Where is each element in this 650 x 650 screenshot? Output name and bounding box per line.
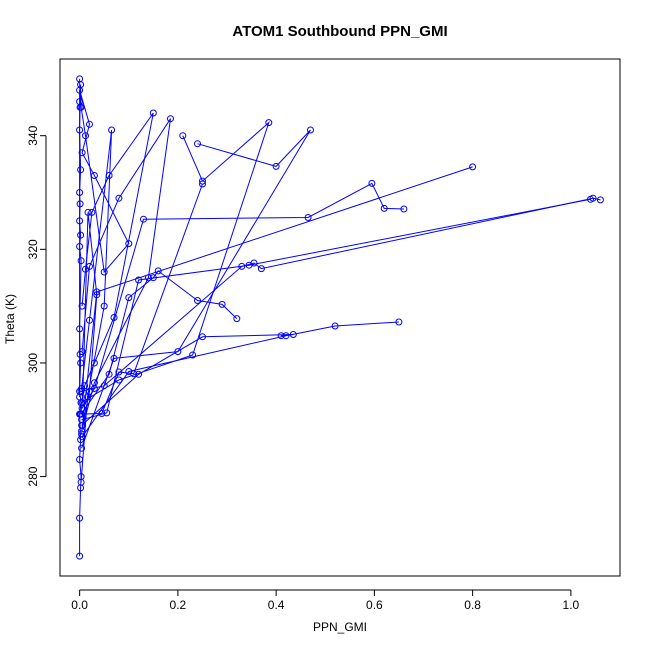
x-tick-label: 0.6 xyxy=(366,598,383,612)
data-point xyxy=(277,332,285,340)
data-point xyxy=(307,126,314,134)
series-line xyxy=(81,198,591,421)
data-point xyxy=(88,208,96,216)
data-point xyxy=(233,315,241,323)
data-point xyxy=(179,132,187,140)
data-point xyxy=(189,351,197,359)
data-point xyxy=(380,204,388,212)
data-point xyxy=(86,316,93,324)
series-line xyxy=(81,321,399,438)
data-point xyxy=(265,119,273,127)
data-point xyxy=(77,399,85,407)
data-point xyxy=(469,163,477,171)
data-point xyxy=(100,302,108,310)
y-axis-label: Theta (K) xyxy=(3,294,17,344)
series-layer xyxy=(76,75,604,560)
plot-frame xyxy=(59,58,621,577)
x-tick-label: 1.0 xyxy=(563,598,580,612)
data-point xyxy=(135,276,143,284)
y-tick-label: 280 xyxy=(26,466,40,486)
y-tick-label: 300 xyxy=(26,353,40,373)
data-point xyxy=(395,318,403,326)
chart-title: ATOM1 Southbound PPN_GMI xyxy=(232,23,447,40)
data-point xyxy=(304,214,312,221)
data-point xyxy=(77,387,85,395)
data-point xyxy=(199,180,206,188)
data-point xyxy=(245,261,253,269)
data-point xyxy=(77,166,85,174)
data-point xyxy=(218,300,226,308)
x-tick-label: 0.2 xyxy=(170,598,187,612)
data-point xyxy=(154,267,162,275)
series-line xyxy=(80,121,270,404)
data-point xyxy=(105,370,113,378)
data-point xyxy=(77,410,85,418)
series-line xyxy=(79,84,130,397)
data-point xyxy=(103,409,111,417)
data-point xyxy=(78,430,86,438)
data-point xyxy=(194,140,201,148)
data-point xyxy=(115,194,123,202)
data-point xyxy=(167,115,174,123)
data-point xyxy=(194,297,201,304)
data-point xyxy=(368,179,376,187)
data-point xyxy=(93,288,101,296)
data-point xyxy=(174,348,182,356)
y-axis: 280 300 320 340 xyxy=(26,125,47,487)
series-line xyxy=(81,334,294,426)
data-point xyxy=(331,322,339,330)
data-point xyxy=(587,195,594,203)
data-point xyxy=(108,126,116,134)
x-axis: 0.0 0.2 0.4 0.6 0.8 1.0 xyxy=(71,589,580,612)
data-point xyxy=(125,294,133,302)
data-point xyxy=(82,132,89,140)
data-point xyxy=(78,149,86,157)
x-tick-label: 0.8 xyxy=(464,598,481,612)
data-point xyxy=(78,444,86,452)
data-point xyxy=(130,370,138,378)
data-point xyxy=(77,81,85,89)
data-point xyxy=(77,478,85,486)
y-tick-label: 320 xyxy=(26,239,40,259)
data-point xyxy=(100,268,108,276)
data-point xyxy=(272,162,280,170)
data-point xyxy=(98,410,106,417)
data-point xyxy=(140,215,147,223)
data-point xyxy=(77,231,85,239)
y-tick-label: 340 xyxy=(26,125,40,145)
data-point xyxy=(596,196,604,204)
x-axis-label: PPN_GMI xyxy=(313,620,367,634)
data-point xyxy=(289,331,297,338)
data-point xyxy=(78,348,86,356)
data-point xyxy=(149,109,157,117)
x-tick-label: 0.4 xyxy=(268,598,285,612)
data-point xyxy=(115,368,123,376)
data-point xyxy=(76,552,84,560)
data-point xyxy=(100,382,108,390)
series-line xyxy=(81,166,473,435)
data-point xyxy=(84,208,92,216)
data-point xyxy=(86,120,93,128)
data-point xyxy=(257,265,265,273)
series-line xyxy=(80,129,113,483)
data-point xyxy=(400,205,408,213)
series-line xyxy=(80,183,203,415)
data-point xyxy=(76,98,84,106)
series-line xyxy=(81,118,171,432)
data-point xyxy=(77,257,85,265)
data-point xyxy=(90,172,98,179)
series-line xyxy=(81,129,311,449)
x-tick-label: 0.0 xyxy=(71,598,88,612)
data-point xyxy=(76,514,84,522)
series-line xyxy=(80,270,238,415)
data-point xyxy=(199,333,206,341)
